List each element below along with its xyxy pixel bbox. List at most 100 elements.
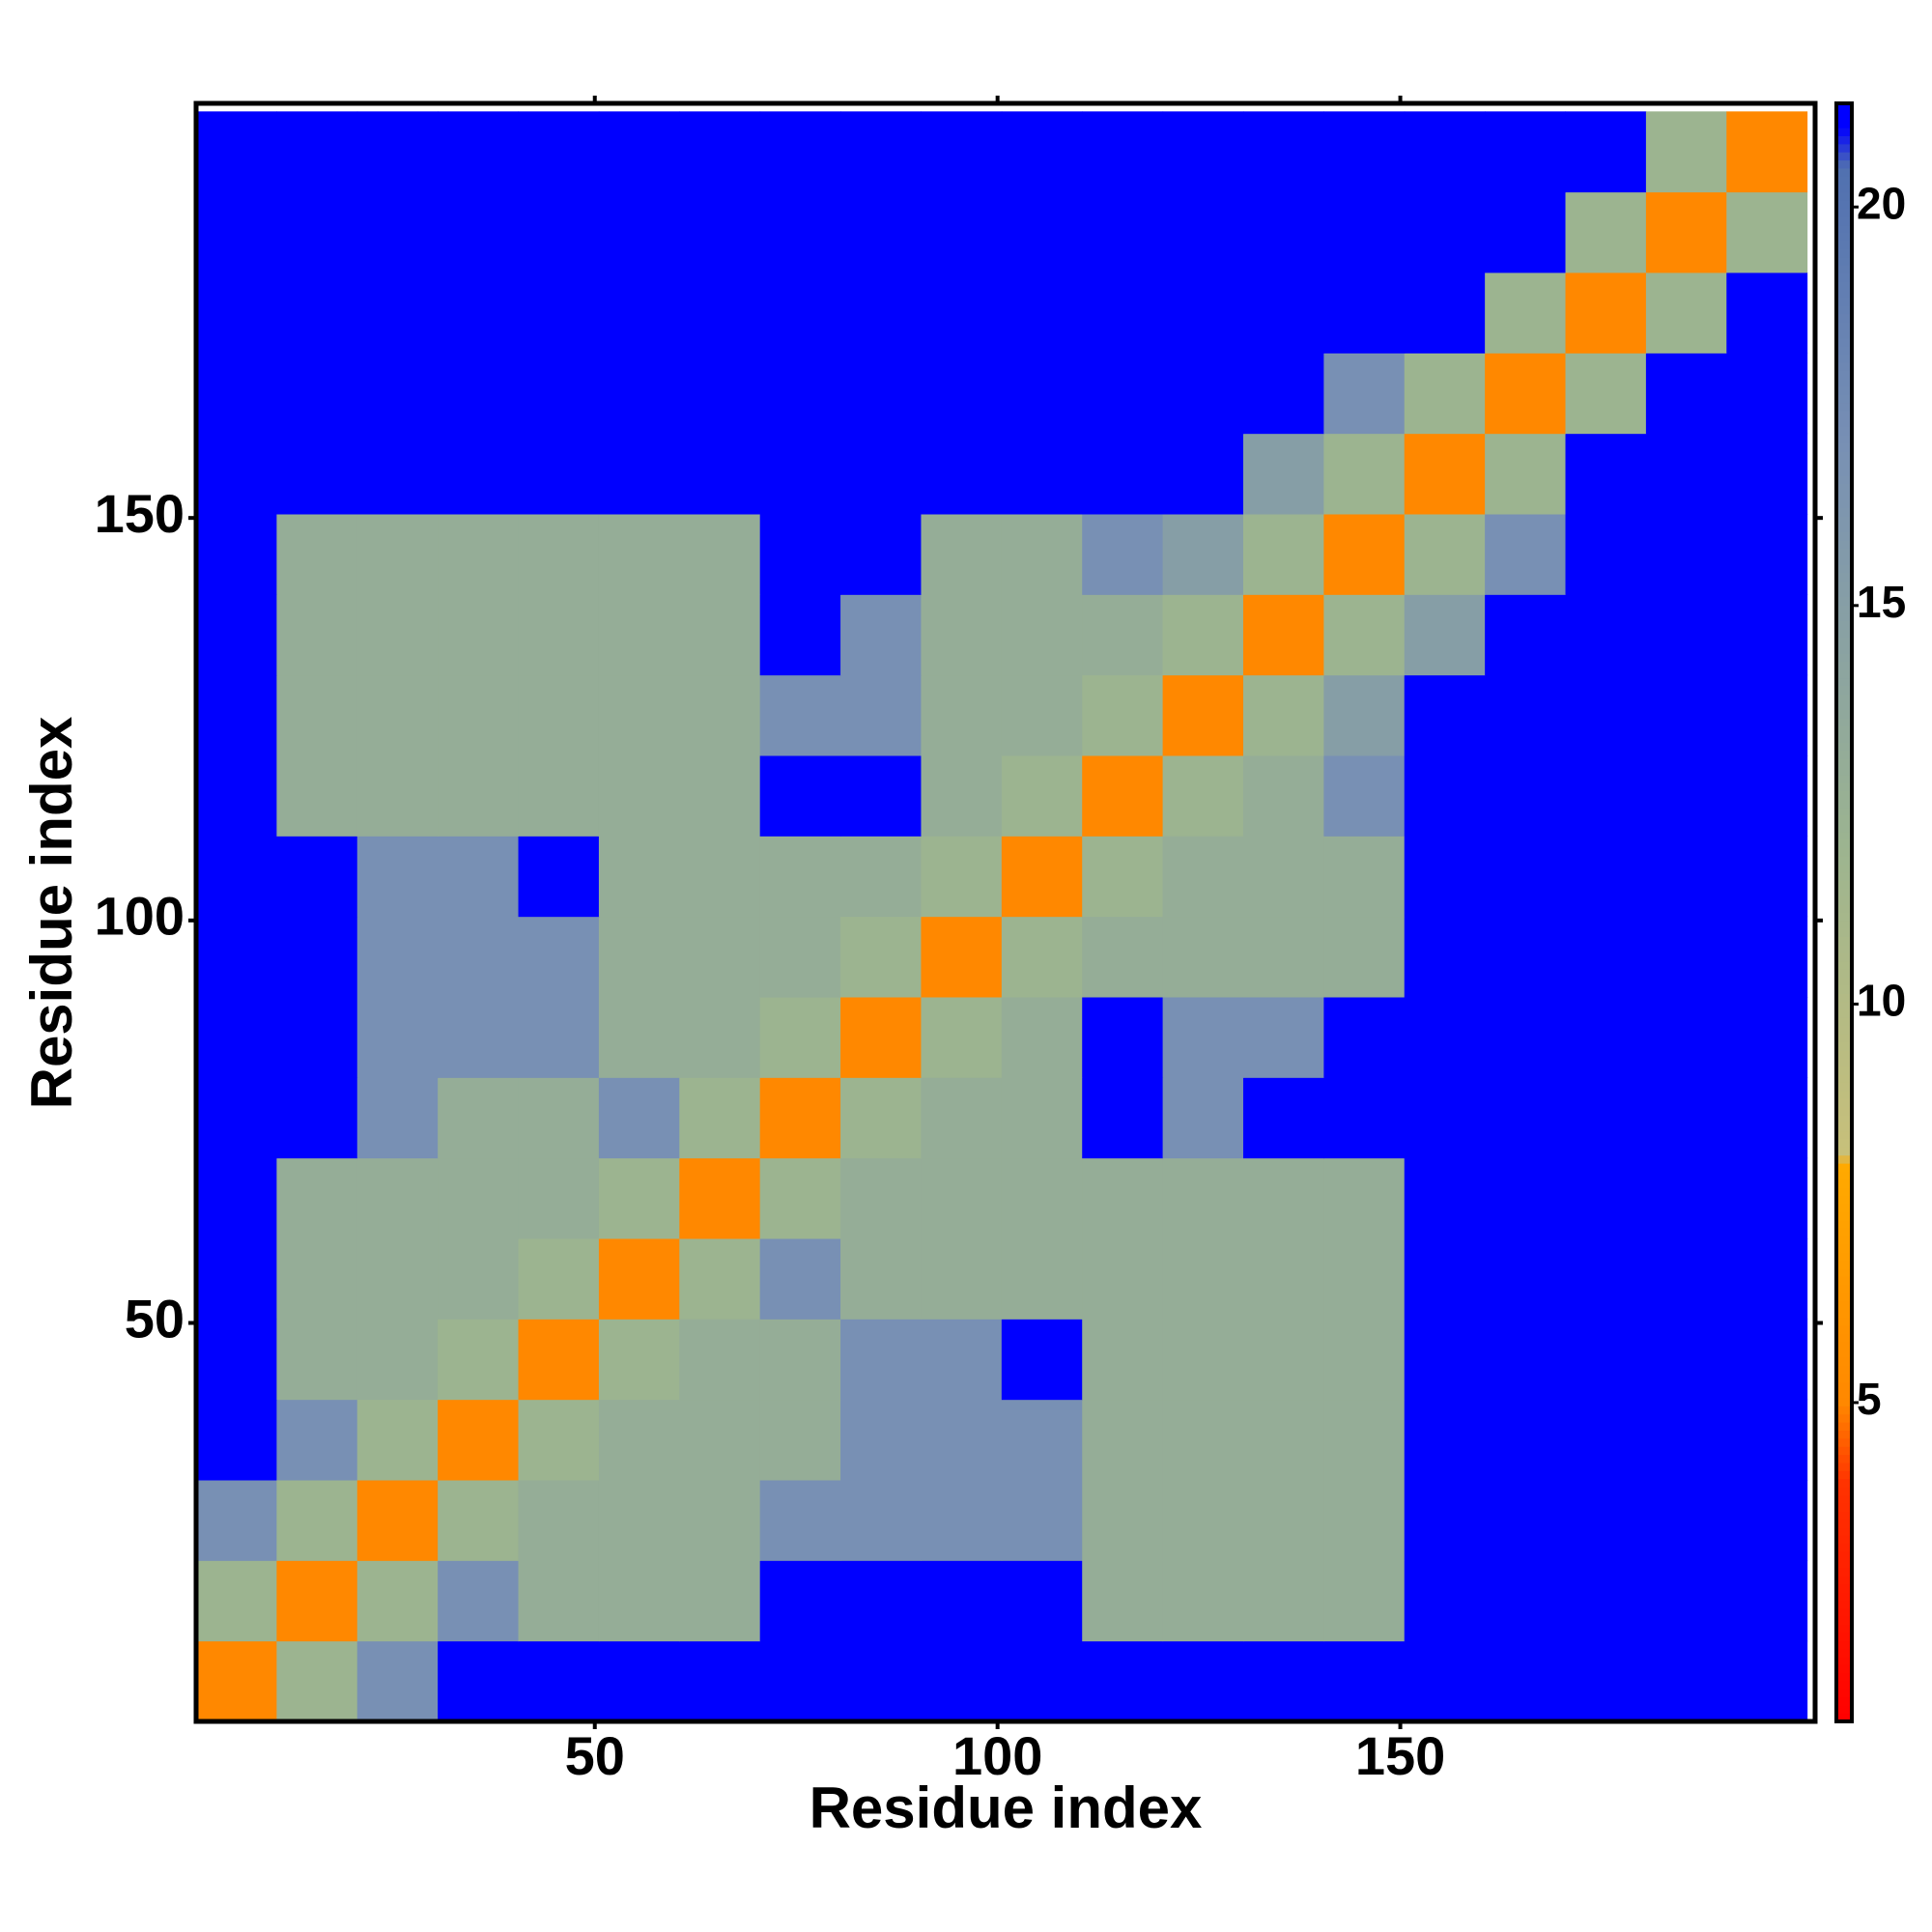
heatmap-cell	[759, 594, 841, 676]
colorbar-segment	[1836, 265, 1852, 274]
heatmap-cell	[921, 353, 1003, 435]
y-tick-label: 100	[95, 886, 185, 947]
colorbar-segment	[1836, 1324, 1852, 1334]
heatmap-cell	[679, 674, 761, 756]
heatmap-cell	[1485, 1560, 1567, 1642]
heatmap-cell	[1323, 1238, 1406, 1320]
colorbar-segment	[1836, 1082, 1852, 1092]
heatmap-cell	[276, 1399, 358, 1481]
heatmap-cell	[196, 1077, 277, 1159]
heatmap-cell	[1404, 916, 1486, 998]
heatmap-cell	[679, 1077, 761, 1159]
heatmap-cell	[1001, 1640, 1083, 1722]
colorbar-segment	[1836, 960, 1852, 970]
heatmap-cell	[1404, 1560, 1486, 1642]
heatmap-cell	[1485, 1238, 1567, 1320]
heatmap-cell	[1323, 433, 1406, 515]
heatmap-cell	[598, 514, 680, 595]
heatmap-cell	[840, 1640, 922, 1722]
heatmap-cell	[759, 1560, 841, 1642]
heatmap-cell	[840, 191, 922, 273]
colorbar-segment	[1836, 298, 1852, 306]
heatmap-cell	[921, 836, 1003, 918]
heatmap-cell	[1162, 997, 1244, 1078]
y-axis-title: Residue index	[19, 717, 84, 1110]
heatmap-cell	[1565, 836, 1647, 918]
heatmap-cell	[518, 1238, 600, 1320]
heatmap-cell	[759, 1319, 841, 1401]
heatmap-cell	[276, 111, 358, 193]
colorbar-segment	[1836, 1463, 1852, 1471]
colorbar-segment	[1836, 621, 1852, 630]
colorbar-segment	[1836, 1252, 1852, 1262]
heatmap-cell	[1162, 1319, 1244, 1401]
heatmap-cell	[921, 1480, 1003, 1561]
heatmap-cell	[840, 674, 922, 756]
heatmap-cell	[1726, 514, 1808, 595]
heatmap-cell	[1242, 755, 1324, 837]
heatmap-cell	[679, 514, 761, 595]
heatmap-cell	[598, 1480, 680, 1561]
heatmap-cell	[1565, 353, 1647, 435]
heatmap-cell	[1645, 1157, 1727, 1239]
heatmap-cell	[438, 594, 520, 676]
colorbar-segment	[1836, 467, 1852, 476]
heatmap-cell	[1485, 755, 1567, 837]
heatmap-cell	[1565, 111, 1647, 193]
heatmap-cell	[438, 111, 520, 193]
heatmap-cell	[1242, 1640, 1324, 1722]
heatmap-cell	[518, 594, 600, 676]
colorbar-segment	[1836, 653, 1852, 663]
colorbar-tick-label: 20	[1857, 178, 1906, 228]
heatmap-cell	[196, 1560, 277, 1642]
heatmap-cell	[759, 272, 841, 354]
heatmap-cell	[598, 1319, 680, 1401]
heatmap-cell	[1082, 1640, 1164, 1722]
colorbar-segment	[1836, 184, 1852, 193]
colorbar-tick-label: 5	[1857, 1374, 1882, 1424]
heatmap-cell	[356, 514, 439, 595]
heatmap-cell	[1162, 1077, 1244, 1159]
heatmap-cell	[1323, 111, 1406, 193]
heatmap-cell	[356, 272, 439, 354]
colorbar-segment	[1836, 378, 1852, 387]
colorbar-segment	[1836, 1179, 1852, 1188]
colorbar-segment	[1836, 241, 1852, 250]
colorbar-segment	[1836, 1049, 1852, 1059]
colorbar-segment	[1836, 1624, 1852, 1634]
colorbar-segment	[1836, 993, 1852, 1003]
heatmap-cell	[276, 1157, 358, 1239]
heatmap-cell	[1485, 594, 1567, 676]
heatmap-cell	[921, 1560, 1003, 1642]
colorbar-segment	[1836, 305, 1852, 315]
heatmap-cell	[196, 1157, 277, 1239]
heatmap-cell	[1726, 1480, 1808, 1561]
colorbar-segment	[1836, 524, 1852, 533]
heatmap-cell	[1242, 433, 1324, 515]
colorbar-segment	[1836, 1139, 1852, 1148]
heatmap-cell	[921, 514, 1003, 595]
heatmap-cell	[1162, 111, 1244, 193]
colorbar-segment	[1836, 661, 1852, 670]
heatmap-cell	[356, 111, 439, 193]
colorbar-segment	[1836, 1487, 1852, 1495]
colorbar-segment	[1836, 1130, 1852, 1140]
heatmap-cell	[276, 1640, 358, 1722]
colorbar-segment	[1836, 499, 1852, 509]
heatmap-cell	[1726, 1077, 1808, 1159]
colorbar-segment	[1836, 1511, 1852, 1520]
colorbar-segment	[1836, 686, 1852, 695]
colorbar-segment	[1836, 977, 1852, 986]
colorbar-segment	[1836, 1713, 1852, 1722]
heatmap-cell	[1645, 674, 1727, 756]
heatmap-cell	[276, 674, 358, 756]
heatmap-cell	[1645, 1319, 1727, 1401]
colorbar-segment	[1836, 952, 1852, 962]
colorbar-segment	[1836, 483, 1852, 493]
heatmap-cell	[679, 1560, 761, 1642]
heatmap-cell	[518, 111, 600, 193]
heatmap-cell	[1242, 836, 1324, 918]
colorbar-segment	[1836, 1065, 1852, 1075]
colorbar-segment	[1836, 1406, 1852, 1415]
colorbar-segment	[1836, 1300, 1852, 1310]
